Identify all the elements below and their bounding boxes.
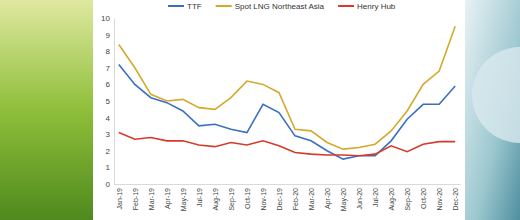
x-tick: Mar-20 (308, 184, 315, 210)
x-tick: May-20 (340, 184, 348, 211)
y-tick-label: 1 (106, 163, 111, 172)
y-tick: 6 (106, 80, 114, 89)
x-tick-label: Dec-20 (452, 188, 459, 211)
legend-label: TTF (187, 2, 202, 11)
y-tick: 7 (106, 64, 114, 73)
x-tick: Jun-20 (356, 184, 363, 209)
x-tick: Jul-19 (196, 184, 203, 207)
y-tick: 2 (106, 147, 114, 156)
y-tick-label: 9 (106, 31, 111, 40)
x-tick-label: Sep-20 (404, 188, 412, 211)
y-tick-label: 5 (106, 97, 111, 106)
y-tick: 8 (106, 47, 114, 56)
x-tick-label: Mar-20 (308, 188, 315, 210)
x-tick-label: May-19 (180, 188, 188, 211)
legend-item: Henry Hub (338, 2, 396, 11)
x-tick-label: Aug-19 (212, 188, 220, 211)
y-axis-line (114, 19, 115, 185)
legend-swatch (338, 5, 354, 7)
x-tick-label: Jan-19 (116, 188, 123, 210)
x-tick: Dec-19 (276, 184, 283, 211)
x-tick: Aug-20 (388, 184, 396, 211)
y-tick: 0 (106, 180, 114, 189)
x-tick: Feb-19 (132, 184, 139, 210)
x-tick-label: Mar-19 (148, 188, 155, 210)
x-tick: Mar-19 (148, 184, 155, 210)
globe (472, 47, 520, 143)
legend-label: Henry Hub (357, 2, 396, 11)
y-tick-label: 2 (106, 147, 111, 156)
y-tick-label: 8 (106, 47, 111, 56)
x-tick-label: Apr-19 (164, 188, 172, 209)
x-tick-label: Jun-20 (356, 188, 363, 210)
y-tick-label: 7 (106, 64, 111, 73)
series-line (119, 26, 455, 149)
y-tick-label: 10 (101, 14, 110, 23)
legend-item: Spot LNG Northeast Asia (216, 2, 325, 11)
x-tick: Sep-20 (404, 184, 412, 211)
y-tick-label: 4 (106, 114, 111, 123)
y-tick-label: 6 (106, 80, 111, 89)
y-tick: 9 (106, 31, 114, 40)
x-tick-label: Oct-19 (244, 188, 251, 209)
y-tick: 3 (106, 130, 114, 139)
x-tick-label: Feb-19 (132, 188, 139, 210)
x-tick: Oct-20 (420, 184, 427, 209)
y-tick: 5 (106, 97, 114, 106)
legend: TTF Spot LNG Northeast Asia Henry Hub (168, 2, 396, 11)
chart-svg: 0 1 2 3 4 5 6 7 8 9 10 Jan-19 Feb-19 Mar-19 Apr-19 May-… (0, 0, 520, 220)
x-tick-label: Dec-19 (276, 188, 283, 211)
x-tick: Feb-20 (292, 184, 299, 210)
y-axis: 0 1 2 3 4 5 6 7 8 9 10 (101, 14, 114, 189)
x-tick: Apr-19 (164, 184, 172, 209)
x-tick: Jan-19 (116, 184, 123, 209)
x-tick-label: Sep-19 (228, 188, 236, 211)
x-tick-label: Aug-20 (388, 188, 396, 211)
chart-panel (93, 0, 465, 220)
x-tick: Jul-20 (372, 184, 379, 207)
y-tick-label: 3 (106, 130, 111, 139)
x-tick-label: Nov-19 (260, 188, 267, 211)
x-tick-label: Feb-20 (292, 188, 299, 210)
x-tick: Nov-19 (260, 184, 267, 211)
x-tick: Apr-20 (324, 184, 332, 209)
x-tick-label: Jul-20 (372, 188, 379, 207)
legend-swatch (168, 5, 184, 7)
legend-label: Spot LNG Northeast Asia (235, 2, 325, 11)
y-tick-label: 0 (106, 180, 111, 189)
x-tick: Aug-19 (212, 184, 220, 211)
x-tick-label: Nov-20 (436, 188, 443, 211)
legend-swatch (216, 5, 232, 7)
x-tick-label: Jul-19 (196, 188, 203, 207)
legend-item: TTF (168, 2, 202, 11)
x-tick-label: May-20 (340, 188, 348, 211)
x-tick: Nov-20 (436, 184, 443, 211)
y-tick: 10 (101, 14, 114, 23)
x-tick: Sep-19 (228, 184, 236, 211)
plot-area (119, 26, 455, 159)
x-tick: Oct-19 (244, 184, 251, 209)
series-line (119, 133, 455, 156)
y-tick: 4 (106, 114, 114, 123)
x-tick: Dec-20 (452, 184, 459, 211)
x-axis-line (115, 184, 461, 185)
x-tick: May-19 (180, 184, 188, 211)
x-axis: Jan-19 Feb-19 Mar-19 Apr-19 May-19 Jul-19 Aug-… (115, 184, 461, 211)
x-tick-label: Apr-20 (324, 188, 332, 209)
x-tick-label: Oct-20 (420, 188, 427, 209)
left-panel (0, 0, 93, 220)
y-tick: 1 (106, 163, 114, 172)
